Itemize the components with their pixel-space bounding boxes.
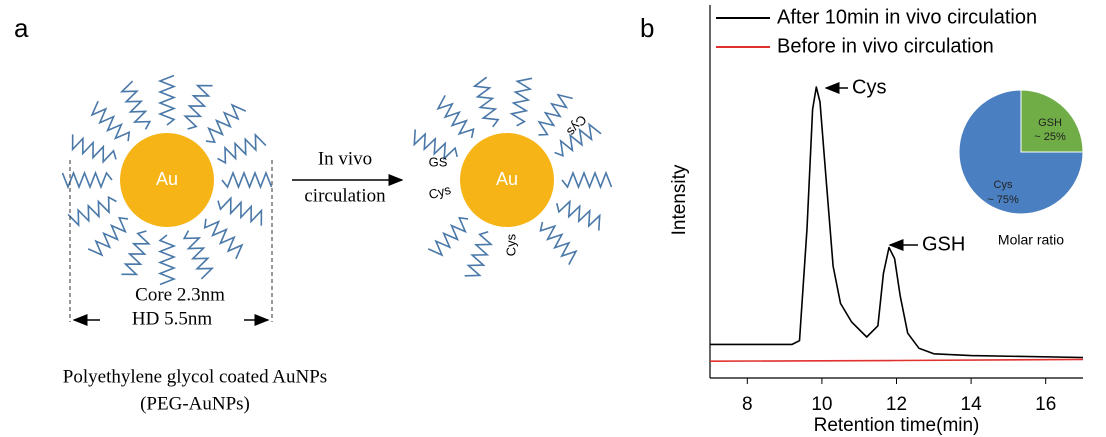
slice-value: ~ 25%	[1034, 131, 1066, 143]
x-axis-label: Retention time(min)	[814, 415, 980, 436]
peg-chain	[160, 235, 174, 285]
peg-chain	[222, 173, 272, 187]
arrow-label: In vivo	[318, 148, 372, 169]
peg-chain	[73, 134, 116, 161]
core-size: Core 2.3nm	[135, 284, 225, 305]
peg-chain	[160, 76, 174, 126]
peg-chain	[92, 101, 129, 141]
panel-label: b	[640, 13, 654, 43]
peg-chain	[438, 95, 474, 137]
peg-chain	[121, 231, 148, 274]
hd-size: HD 5.5nm	[132, 308, 212, 329]
panel-label: a	[14, 13, 29, 43]
peg-chain	[218, 135, 266, 163]
peg-chain	[512, 78, 532, 126]
peg-chain	[475, 77, 499, 127]
slice-value: ~ 75%	[987, 194, 1019, 206]
x-tick-label: 10	[811, 394, 832, 415]
core-label: Au	[496, 169, 518, 189]
x-tick-label: 8	[742, 394, 753, 415]
x-tick-label: 14	[961, 394, 983, 415]
slice-label: Cys	[994, 179, 1013, 191]
peg-chain	[68, 197, 116, 225]
peg-chain	[428, 218, 468, 255]
ligand-label: Cys	[503, 233, 518, 256]
peg-chain	[206, 105, 246, 142]
peg-chain	[122, 81, 150, 129]
peg-chain	[185, 86, 212, 129]
peg-chain	[218, 198, 261, 225]
caption: (PEG-AuNPs)	[140, 393, 250, 414]
panel-b: 8 10 12 14 16 Retention time(min) Intensity Aft…	[669, 5, 1083, 436]
slice-label: GSH	[1038, 117, 1062, 129]
peg-chain	[541, 222, 577, 265]
peg-chain	[562, 173, 612, 187]
annotation: GSH	[922, 233, 965, 255]
core-label: Au	[156, 169, 178, 189]
peg-chain	[557, 202, 600, 231]
annotation: Cys	[852, 76, 886, 98]
x-tick-label: 12	[886, 394, 907, 415]
peg-chain	[465, 232, 491, 276]
arrow-label: circulation	[304, 185, 386, 206]
legend-label: Before in vivo circulation	[777, 35, 994, 57]
peg-chain	[88, 218, 128, 255]
x-tick-label: 16	[1035, 394, 1056, 415]
caption: Polyethylene glycol coated AuNPs	[63, 366, 327, 387]
figure: a b Au Au Core 2.3nm HD 5.5nm In vivo ci…	[0, 0, 1106, 437]
legend-label: After 10min in vivo circulation	[777, 6, 1037, 28]
ligand-label: Cys	[427, 182, 453, 202]
ligand-label: GS	[429, 154, 448, 169]
y-axis-label: Intensity	[669, 164, 690, 235]
peg-chain	[205, 219, 242, 259]
pie-title: Molar ratio	[998, 232, 1064, 248]
data-line	[710, 359, 1083, 361]
peg-chain	[184, 231, 212, 279]
